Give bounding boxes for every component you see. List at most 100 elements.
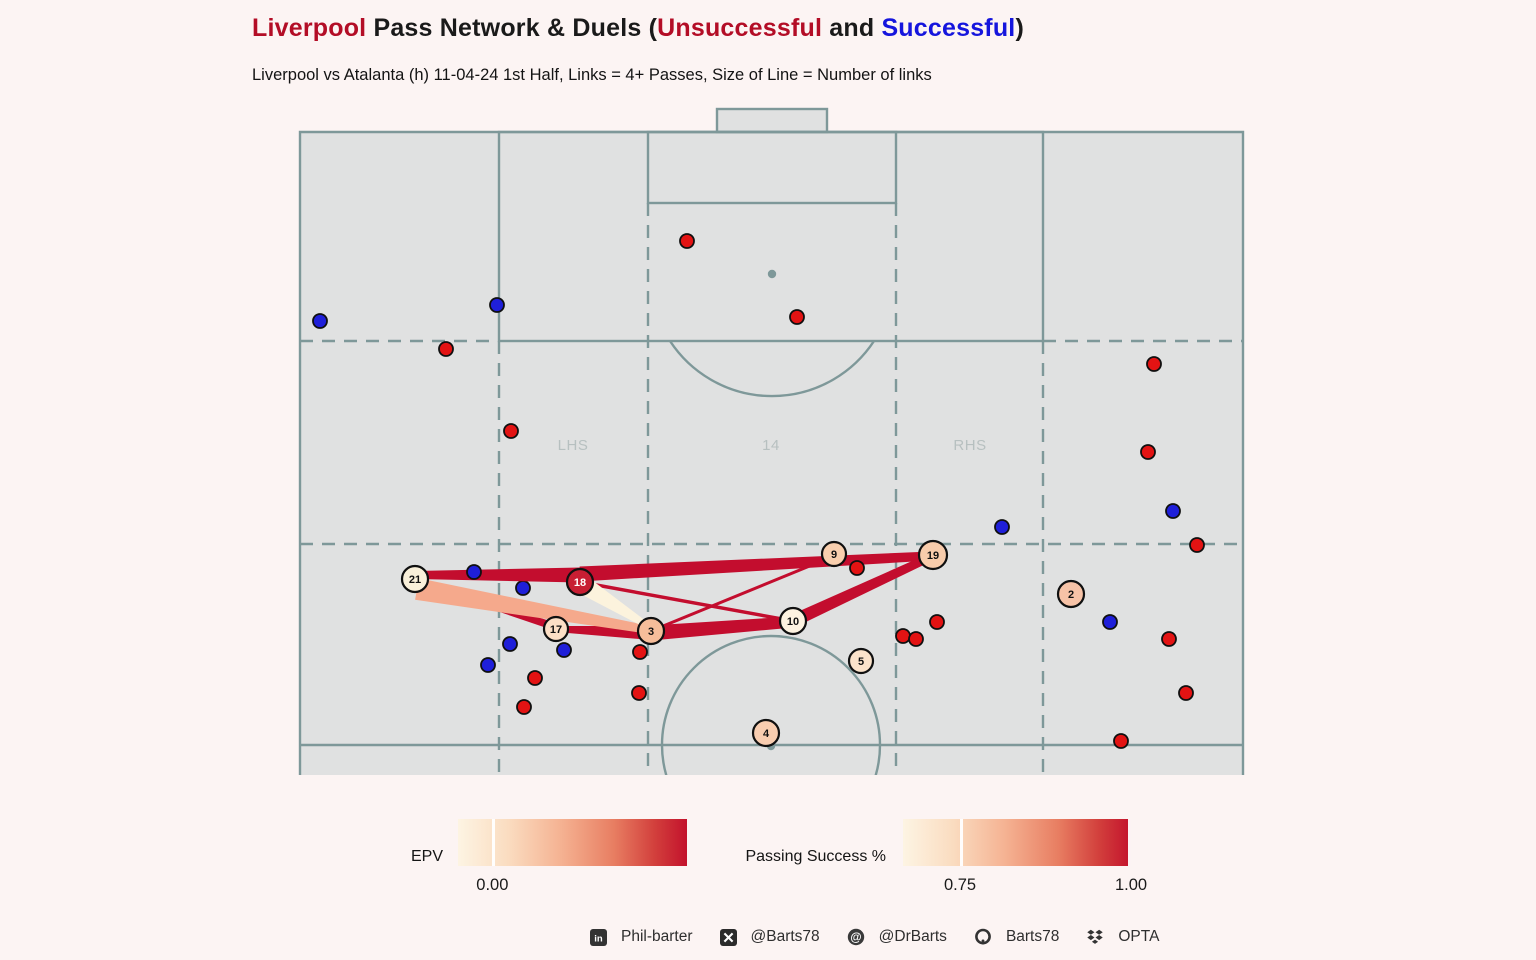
player-node-4 xyxy=(751,718,781,748)
player-node-10 xyxy=(778,606,808,636)
player-node-label: 17 xyxy=(550,624,562,636)
footer-item: in Phil-barter xyxy=(590,928,693,946)
duel-dot-successful xyxy=(515,580,531,596)
title-part: Pass Network & Duels ( xyxy=(366,14,658,42)
duel-dot-unsuccessful xyxy=(929,614,945,630)
page-title: Liverpool Pass Network & Duels (Unsucces… xyxy=(252,14,1024,43)
duel-dot-unsuccessful xyxy=(908,631,924,647)
player-node-2 xyxy=(1056,579,1086,609)
duel-dot-unsuccessful xyxy=(438,341,454,357)
player-node-19 xyxy=(917,539,949,571)
duel-dot-unsuccessful xyxy=(1178,685,1194,701)
duel-dot-successful xyxy=(1165,503,1181,519)
duel-dot-unsuccessful xyxy=(789,309,805,325)
player-node-17 xyxy=(542,615,570,643)
duel-dot-unsuccessful xyxy=(503,423,519,439)
pitch-spot xyxy=(767,269,777,279)
footer-handle: OPTA xyxy=(1118,928,1160,945)
duel-dot-successful xyxy=(994,519,1010,535)
pass-link-3-10 xyxy=(650,616,794,641)
goal-box xyxy=(715,107,829,134)
player-node-5 xyxy=(847,647,875,675)
player-node-label: 18 xyxy=(574,577,586,589)
duel-dot-unsuccessful xyxy=(1113,733,1129,749)
pass-links xyxy=(414,551,933,641)
title-part: and xyxy=(822,14,882,42)
player-nodes: 21 18 17 3 10 9 19 5 4 2 xyxy=(400,539,1086,748)
footer-item: @Barts78 xyxy=(719,928,820,946)
page-subtitle: Liverpool vs Atalanta (h) 11-04-24 1st H… xyxy=(252,66,932,84)
footer-item: @ @DrBarts xyxy=(847,928,947,946)
duel-dot-unsuccessful xyxy=(631,685,647,701)
player-node-label: 5 xyxy=(858,656,864,668)
colorbar-tick xyxy=(1128,819,1131,866)
duel-dot-successful xyxy=(466,564,482,580)
duel-dot-unsuccessful xyxy=(1161,631,1177,647)
dropbox-icon xyxy=(1086,928,1104,946)
passing-colorbar-label: Passing Success % xyxy=(745,848,886,865)
title-part: ) xyxy=(1015,14,1024,42)
duel-dot-unsuccessful xyxy=(527,670,543,686)
colorbar-tick-label: 0.75 xyxy=(943,876,977,894)
colorbar-tick xyxy=(492,819,495,866)
footer-handle: @Barts78 xyxy=(750,928,820,945)
pitch-grass xyxy=(300,132,1243,775)
player-node-9 xyxy=(820,540,848,568)
svg-text:in: in xyxy=(594,933,603,944)
duel-dot-successful xyxy=(502,636,518,652)
mastodon-icon: @ xyxy=(847,928,865,946)
linkedin-icon: in xyxy=(590,928,607,946)
github-icon xyxy=(974,928,992,946)
epv-colorbar-label: EPV xyxy=(410,848,443,865)
epv-colorbar xyxy=(458,819,687,866)
title-part: Liverpool xyxy=(252,14,367,42)
duel-dot-unsuccessful xyxy=(632,644,648,660)
duel-dot-successful xyxy=(1102,614,1118,630)
footer-handle: @DrBarts xyxy=(878,928,947,945)
center-circle xyxy=(660,634,882,775)
title-part: Successful xyxy=(881,14,1016,42)
penalty-arc xyxy=(668,340,876,398)
pass-link-18-10 xyxy=(579,580,794,623)
duel-dot-unsuccessful xyxy=(849,560,865,576)
pitch-markings xyxy=(298,107,1245,775)
passing-colorbar xyxy=(903,819,1131,866)
pass-link-10-19 xyxy=(790,553,933,627)
zone-label: LHS xyxy=(558,437,589,454)
player-node-label: 2 xyxy=(1068,589,1074,601)
footer-item: OPTA xyxy=(1086,928,1159,946)
duel-dot-unsuccessful xyxy=(1189,537,1205,553)
title-part: Unsuccessful xyxy=(657,14,823,42)
zone-label: RHS xyxy=(953,437,986,454)
player-node-18 xyxy=(565,567,595,597)
pass-link-21-3 xyxy=(415,578,651,634)
duel-dot-unsuccessful xyxy=(895,628,911,644)
player-node-label: 21 xyxy=(409,574,421,586)
duel-dot-successful xyxy=(556,642,572,658)
pass-link-21-18 xyxy=(416,567,580,583)
duel-dots xyxy=(312,233,1205,749)
six-yard-box xyxy=(646,130,898,205)
duel-dot-successful xyxy=(312,313,328,329)
colorbar-tick-label: 0.00 xyxy=(476,876,509,894)
footer-handle: Phil-barter xyxy=(621,928,693,945)
zone-lines xyxy=(300,203,1243,775)
player-node-label: 19 xyxy=(927,550,939,562)
colorbar-tick xyxy=(960,819,963,866)
x-icon xyxy=(719,928,737,946)
duel-dot-successful xyxy=(489,297,505,313)
footer-credits: in Phil-barter @Barts78 @ @DrBarts Barts78 OPT… xyxy=(590,920,1159,954)
player-node-21 xyxy=(400,564,430,594)
duel-dot-unsuccessful xyxy=(516,699,532,715)
player-node-3 xyxy=(636,616,666,646)
player-node-label: 4 xyxy=(763,728,770,740)
zone-label: 14 xyxy=(762,437,780,454)
pass-link-18-3 xyxy=(574,575,653,631)
player-node-label: 10 xyxy=(787,616,799,628)
player-node-label: 9 xyxy=(831,549,837,561)
colorbar-tick-label: 1.00 xyxy=(1114,876,1148,894)
player-node-label: 3 xyxy=(648,626,654,638)
zone-labels: LHS 14 RHS xyxy=(558,437,986,454)
